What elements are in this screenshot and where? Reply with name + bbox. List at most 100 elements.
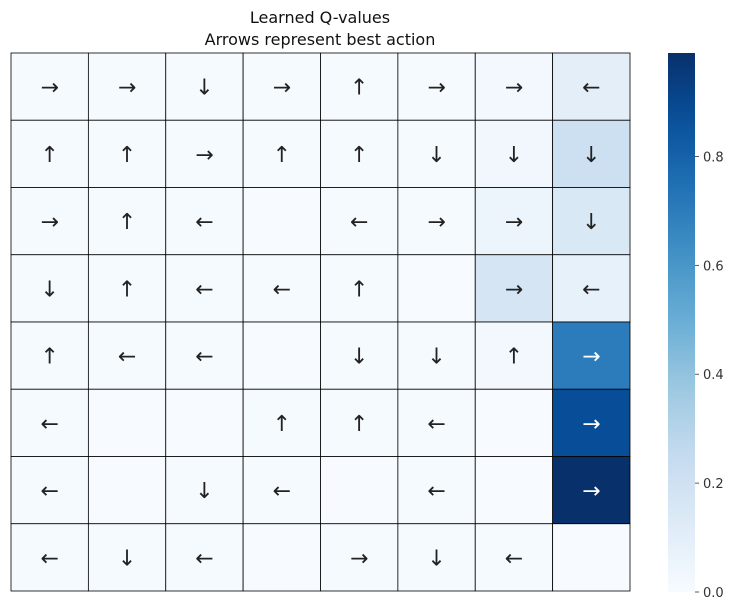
best-action-arrow: ↑ (118, 277, 136, 302)
best-action-arrow: ↑ (118, 143, 136, 168)
heatmap-cell (242, 456, 321, 525)
heatmap-cell (320, 523, 399, 592)
heatmap-cell (87, 456, 167, 525)
heatmap-cell (10, 52, 89, 121)
heatmap-cell (552, 523, 631, 592)
heatmap-cell (87, 523, 167, 592)
colorbar-gradient (668, 53, 695, 592)
best-action-arrow: → (118, 76, 136, 101)
heatmap-cell (242, 523, 321, 592)
colorbar-tick-label: 0.4 (703, 368, 724, 383)
colorbar: 0.0 0.2 0.4 0.6 0.8 (668, 53, 724, 601)
heatmap-cell (165, 388, 244, 457)
heatmap-cell (474, 321, 554, 390)
heatmap-cell (10, 321, 89, 390)
heatmap-cell (552, 321, 631, 390)
chart-subtitle: Arrows represent best action (205, 30, 436, 49)
best-action-arrow: ↓ (195, 76, 213, 101)
best-action-arrow: ↑ (350, 76, 368, 101)
best-action-arrow: ← (427, 412, 445, 437)
heatmap-cell (552, 456, 631, 525)
best-action-arrow: → (195, 143, 213, 168)
heatmap-cell (320, 119, 399, 188)
chart-title: Learned Q-values (250, 8, 390, 27)
heatmap-cell (320, 52, 399, 121)
best-action-arrow: ↓ (427, 345, 445, 370)
heatmap-cell (552, 187, 631, 256)
heatmap-cell (474, 388, 554, 457)
heatmap-cell (474, 187, 554, 256)
heatmap-cell (242, 254, 321, 323)
best-action-arrow: → (350, 546, 368, 571)
best-action-arrow: ← (273, 479, 291, 504)
heatmap-cell (165, 187, 244, 256)
best-action-arrow: ← (195, 210, 213, 235)
heatmap-cell (397, 254, 476, 323)
best-action-arrow: ← (195, 277, 213, 302)
heatmap-cell (165, 523, 244, 592)
best-action-arrow: ← (273, 277, 291, 302)
best-action-arrow: ↑ (273, 143, 291, 168)
heatmap-cell (242, 388, 321, 457)
heatmap-cell (552, 119, 631, 188)
heatmap-cell (87, 187, 167, 256)
best-action-arrow: → (40, 210, 58, 235)
heatmap-cell (397, 456, 476, 525)
heatmap-cell (10, 456, 89, 525)
heatmap-cell (87, 52, 167, 121)
heatmap-cell (474, 456, 554, 525)
best-action-arrow: ↑ (118, 210, 136, 235)
best-action-arrow: ↑ (273, 412, 291, 437)
heatmap-cell (320, 254, 399, 323)
heatmap-cell (87, 388, 167, 457)
colorbar-tick-label: 0.0 (703, 586, 724, 601)
best-action-arrow: → (505, 277, 523, 302)
best-action-arrow: ↑ (40, 345, 58, 370)
heatmap-cell (474, 523, 554, 592)
best-action-arrow: ← (582, 277, 600, 302)
best-action-arrow: → (427, 210, 445, 235)
best-action-arrow: ↑ (350, 277, 368, 302)
heatmap-cell (242, 321, 321, 390)
heatmap-cell (552, 254, 631, 323)
heatmap-cell (10, 388, 89, 457)
best-action-arrow: ← (582, 76, 600, 101)
heatmap-grid: → → ↓ → ↑ → → ← ↑ ↑ → ↑ ↑ ↓ ↓ ↓ → ↑ ← ← → → ↓ ↓ ↑ ← ← ↑ → ← ↑ ← ← ↓ ↓ ↑ → ← ↑ ↑… (10, 52, 631, 592)
heatmap-cell (10, 523, 89, 592)
best-action-arrow: ↑ (350, 412, 368, 437)
best-action-arrow: ↓ (427, 546, 445, 571)
best-action-arrow: → (505, 210, 523, 235)
heatmap-cell (242, 52, 321, 121)
colorbar-tick-label: 0.2 (703, 477, 724, 492)
heatmap-cell (320, 187, 399, 256)
heatmap-cell (320, 388, 399, 457)
best-action-arrow: ← (427, 479, 445, 504)
heatmap-cell (242, 187, 321, 256)
best-action-arrow: ↓ (350, 345, 368, 370)
best-action-arrow: ↓ (582, 210, 600, 235)
best-action-arrow: ← (505, 546, 523, 571)
best-action-arrow: ← (195, 345, 213, 370)
best-action-arrow: ← (40, 479, 58, 504)
best-action-arrow: ↓ (582, 143, 600, 168)
best-action-arrow: ↓ (118, 546, 136, 571)
best-action-arrow: ↑ (505, 345, 523, 370)
best-action-arrow: → (40, 76, 58, 101)
best-action-arrow: → (505, 76, 523, 101)
colorbar-tick-label: 0.8 (703, 150, 724, 165)
heatmap-cell (474, 119, 554, 188)
heatmap-cell (320, 456, 399, 525)
best-action-arrow: ← (40, 546, 58, 571)
best-action-arrow: ← (350, 210, 368, 235)
best-action-arrow: ↓ (427, 143, 445, 168)
heatmap-cell (87, 254, 167, 323)
best-action-arrow: ↑ (350, 143, 368, 168)
heatmap-cell (552, 388, 631, 457)
heatmap-cell (10, 187, 89, 256)
best-action-arrow: ↓ (505, 143, 523, 168)
best-action-arrow: ↑ (40, 143, 58, 168)
best-action-arrow: → (273, 76, 291, 101)
heatmap-cell (397, 119, 476, 188)
heatmap-cell (397, 187, 476, 256)
